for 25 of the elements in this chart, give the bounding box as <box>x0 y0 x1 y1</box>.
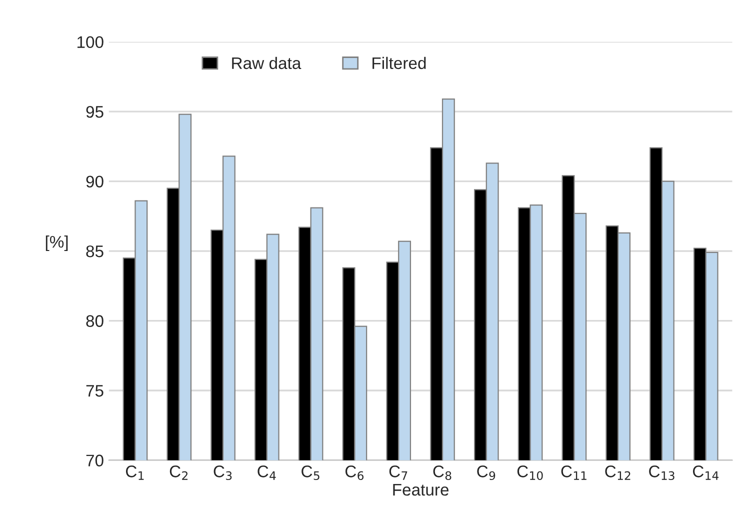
x-tick-label: C$_{6}$ <box>345 466 364 480</box>
x-tick-label: C$_{10}$ <box>517 466 543 480</box>
y-tick-label: 100 <box>78 36 104 48</box>
x-tick-label: C$_{9}$ <box>477 466 496 480</box>
legend-label: Raw data <box>232 56 302 70</box>
x-tick-label: C$_{12}$ <box>605 466 630 480</box>
legend-label: Filtered <box>372 56 426 70</box>
y-axis-title: [%] <box>46 236 68 252</box>
y-tick-label: 90 <box>86 176 104 188</box>
y-tick-label: 95 <box>86 106 104 118</box>
x-tick-label: C$_{4}$ <box>258 466 276 480</box>
x-tick-label: C$_{3}$ <box>214 466 232 480</box>
x-tick-label: C$_{7}$ <box>389 466 408 480</box>
x-tick-label: C$_{1}$ <box>126 466 144 480</box>
x-axis-title: Feature <box>393 484 449 496</box>
y-tick-label: 75 <box>86 385 104 397</box>
y-tick-label: 70 <box>86 454 104 466</box>
x-tick-label: C$_{11}$ <box>561 466 586 480</box>
x-tick-label: C$_{14}$ <box>692 466 719 480</box>
x-tick-label: C$_{2}$ <box>170 466 188 480</box>
x-tick-label: C$_{5}$ <box>302 466 320 480</box>
x-tick-label: C$_{8}$ <box>433 466 452 480</box>
x-tick-label: C$_{13}$ <box>649 466 674 480</box>
y-tick-label: 80 <box>86 315 104 327</box>
y-tick-label: 85 <box>86 245 104 258</box>
